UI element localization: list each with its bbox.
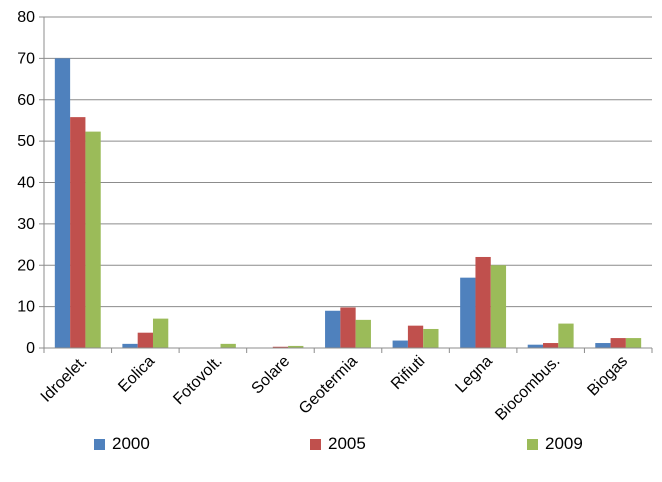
legend-item-2000: 2000 <box>94 434 150 454</box>
x-tick-label: Biocombus. <box>492 353 563 424</box>
bar-2009-Biocombus. <box>558 323 574 348</box>
bar-2009-Geotermia <box>355 319 371 348</box>
x-tick-label: Geotermia <box>296 353 361 418</box>
bar-2000-Rifiuti <box>392 340 408 348</box>
y-tick-labels: 0 10 20 30 40 50 60 70 80 <box>17 9 35 357</box>
bar-2000-Biogas <box>595 343 611 348</box>
legend: 2000 2005 2009 <box>0 434 662 460</box>
legend-label-2009: 2009 <box>545 434 583 453</box>
bar-2009-Legna <box>490 265 507 348</box>
bar-2009-Solare <box>288 345 304 348</box>
legend-swatch-2009 <box>527 438 538 450</box>
x-tick-labels: Idroelet. Eolica Fotovolt. Solare Geotermia R… <box>38 353 631 424</box>
x-tick-label: Eolica <box>115 353 158 396</box>
legend-label-2000: 2000 <box>112 434 150 453</box>
x-tick-label: Legna <box>452 353 496 397</box>
y-tick-label: 60 <box>17 92 35 109</box>
legend-item-2005: 2005 <box>310 434 366 454</box>
bar-2009-Biogas <box>625 338 642 348</box>
axes <box>39 16 653 353</box>
y-tick-label: 70 <box>17 50 35 67</box>
x-tick-label: Fotovolt. <box>170 353 225 408</box>
x-tick-label: Biogas <box>584 353 631 400</box>
bar-2000-Biocombus. <box>527 344 544 348</box>
bar-2005-Rifiuti <box>407 325 424 348</box>
y-tick-label: 20 <box>17 257 35 274</box>
bar-2009-Fotovolt. <box>220 343 236 348</box>
bar-2009-Eolica <box>152 318 169 348</box>
bar-2009-Rifiuti <box>423 328 439 348</box>
bar-2005-Solare <box>272 346 289 348</box>
legend-item-2009: 2009 <box>527 434 583 454</box>
gridlines <box>44 16 652 308</box>
bar-2000-Geotermia <box>325 310 341 348</box>
legend-label-2005: 2005 <box>328 434 366 453</box>
y-tick-label: 40 <box>17 175 35 192</box>
bar-2000-Legna <box>460 277 476 348</box>
legend-swatch-2000 <box>94 438 105 450</box>
bar-2005-Eolica <box>137 332 153 348</box>
bar-2005-Legna <box>475 256 491 348</box>
bar-2005-Idroelet. <box>70 117 86 348</box>
bar-2009-Idroelet. <box>85 131 101 348</box>
y-tick-label: 10 <box>17 299 35 316</box>
bar-2005-Biocombus. <box>543 343 559 348</box>
x-tick-label: Rifiuti <box>388 353 428 393</box>
y-tick-label: 0 <box>26 340 35 357</box>
y-tick-label: 80 <box>17 9 35 26</box>
bar-2005-Biogas <box>610 338 626 348</box>
y-tick-label: 30 <box>17 216 35 233</box>
bar-2005-Geotermia <box>340 307 356 348</box>
bar-2000-Eolica <box>122 343 138 348</box>
y-tick-label: 50 <box>17 133 35 150</box>
x-tick-label: Solare <box>249 353 294 398</box>
bar-2000-Idroelet. <box>54 58 71 348</box>
x-tick-label: Idroelet. <box>38 353 91 406</box>
legend-swatch-2005 <box>310 438 321 450</box>
bars <box>54 58 642 348</box>
